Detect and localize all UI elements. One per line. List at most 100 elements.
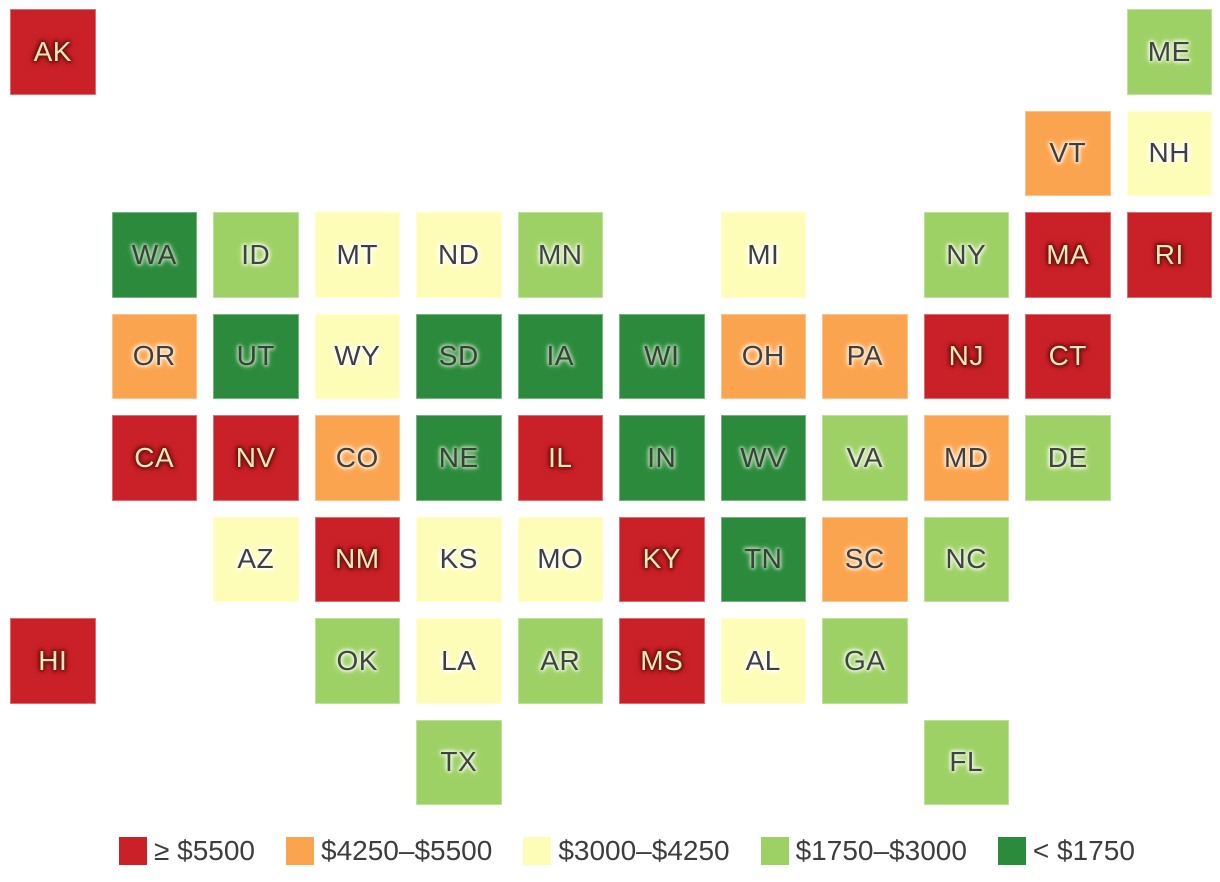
state-label-ms: MS <box>640 644 684 676</box>
legend-swatch-lightgreen <box>760 837 789 865</box>
state-tile-or: OR <box>111 313 197 399</box>
state-label-hi: HI <box>38 644 68 676</box>
state-label-nj: NJ <box>948 340 984 372</box>
state-tile-az: AZ <box>213 516 299 602</box>
state-label-fl: FL <box>949 746 984 778</box>
state-tile-de: DE <box>1025 415 1111 501</box>
state-tile-in: IN <box>619 415 705 501</box>
state-tile-ar: AR <box>517 618 603 704</box>
state-label-ma: MA <box>1046 238 1090 270</box>
state-tile-ri: RI <box>1126 212 1212 298</box>
state-tile-id: ID <box>213 212 299 298</box>
state-label-ut: UT <box>236 340 275 372</box>
state-label-mo: MO <box>537 543 584 575</box>
state-label-ar: AR <box>540 644 581 676</box>
state-tile-ia: IA <box>517 313 603 399</box>
legend-label-yellow: $3000–$4250 <box>558 835 730 866</box>
state-label-md: MD <box>943 441 989 473</box>
state-tile-ct: CT <box>1025 313 1111 399</box>
state-tile-nd: ND <box>416 212 502 298</box>
tile-map: AK ME VT NH WA ID MT ND MN MI NY MA RI OR UT WY SD IA WI OH… <box>10 9 1212 805</box>
state-tile-ma: MA <box>1025 212 1111 298</box>
state-label-de: DE <box>1047 441 1088 473</box>
state-label-pa: PA <box>846 340 883 372</box>
state-label-al: AL <box>745 644 781 676</box>
state-label-ga: GA <box>844 644 886 676</box>
state-tile-nm: NM <box>314 516 400 602</box>
state-tile-tn: TN <box>720 516 806 602</box>
state-label-nc: NC <box>945 543 987 575</box>
state-tile-nv: NV <box>213 415 299 501</box>
state-label-tx: TX <box>440 746 478 778</box>
state-label-nh: NH <box>1148 137 1190 169</box>
state-label-mt: MT <box>336 238 378 270</box>
state-label-va: VA <box>846 441 883 473</box>
legend-label-orange: $4250–$5500 <box>321 835 493 866</box>
state-label-ne: NE <box>438 441 479 473</box>
state-tile-co: CO <box>314 415 400 501</box>
state-tile-me: ME <box>1126 9 1212 95</box>
legend-item-red: ≥ $5500 <box>119 836 255 866</box>
state-tile-vt: VT <box>1025 110 1111 196</box>
state-tile-ms: MS <box>619 618 705 704</box>
state-label-ky: KY <box>642 543 681 575</box>
legend-swatch-yellow <box>523 837 552 865</box>
legend-swatch-orange <box>286 837 315 865</box>
state-label-co: CO <box>335 441 379 473</box>
state-label-id: ID <box>241 238 271 270</box>
state-label-in: IN <box>647 441 677 473</box>
state-label-oh: OH <box>741 340 785 372</box>
state-tile-ut: UT <box>213 313 299 399</box>
state-label-sc: SC <box>844 543 885 575</box>
state-label-ct: CT <box>1048 340 1087 372</box>
state-tile-mo: MO <box>517 516 603 602</box>
state-tile-wy: WY <box>314 313 400 399</box>
state-tile-va: VA <box>822 415 908 501</box>
state-label-tn: TN <box>744 543 783 575</box>
state-label-nv: NV <box>235 441 276 473</box>
state-tile-al: AL <box>720 618 806 704</box>
state-label-me: ME <box>1147 35 1191 67</box>
state-tile-oh: OH <box>720 313 806 399</box>
state-label-wa: WA <box>131 238 177 270</box>
state-tile-ne: NE <box>416 415 502 501</box>
legend-swatch-red <box>119 837 147 865</box>
state-tile-hi: HI <box>10 618 96 704</box>
state-tile-nh: NH <box>1126 110 1212 196</box>
state-label-wy: WY <box>334 340 381 372</box>
state-label-mn: MN <box>537 238 583 270</box>
state-label-il: IL <box>548 441 573 473</box>
state-tile-ak: AK <box>10 9 96 95</box>
state-tile-mn: MN <box>517 212 603 298</box>
state-label-wv: WV <box>740 441 787 473</box>
state-label-ri: RI <box>1154 238 1184 270</box>
state-tile-nc: NC <box>923 516 1009 602</box>
state-label-or: OR <box>132 340 176 372</box>
state-tile-md: MD <box>923 415 1009 501</box>
state-label-la: LA <box>441 644 477 676</box>
state-label-wi: WI <box>644 340 680 372</box>
state-tile-ga: GA <box>822 618 908 704</box>
state-label-az: AZ <box>237 543 275 575</box>
state-tile-il: IL <box>517 415 603 501</box>
state-tile-mt: MT <box>314 212 400 298</box>
state-tile-nj: NJ <box>923 313 1009 399</box>
state-tile-tx: TX <box>416 719 502 805</box>
legend: ≥ $5500 $4250–$5500 $3000–$4250 $1750–$3000… <box>119 836 1135 866</box>
legend-item-yellow: $3000–$4250 <box>523 835 730 866</box>
state-label-vt: VT <box>1049 137 1087 169</box>
state-tile-la: LA <box>416 618 502 704</box>
state-tile-sd: SD <box>416 313 502 399</box>
legend-item-darkgreen: < $1750 <box>997 835 1135 866</box>
state-tile-ca: CA <box>111 415 197 501</box>
state-tile-wa: WA <box>111 212 197 298</box>
legend-label-red: ≥ $5500 <box>154 835 256 866</box>
state-label-ak: AK <box>33 35 72 67</box>
state-tile-wi: WI <box>619 313 705 399</box>
state-tile-ks: KS <box>416 516 502 602</box>
legend-label-darkgreen: < $1750 <box>1032 835 1135 866</box>
state-tile-sc: SC <box>822 516 908 602</box>
state-tile-ok: OK <box>314 618 400 704</box>
state-label-nm: NM <box>334 543 380 575</box>
